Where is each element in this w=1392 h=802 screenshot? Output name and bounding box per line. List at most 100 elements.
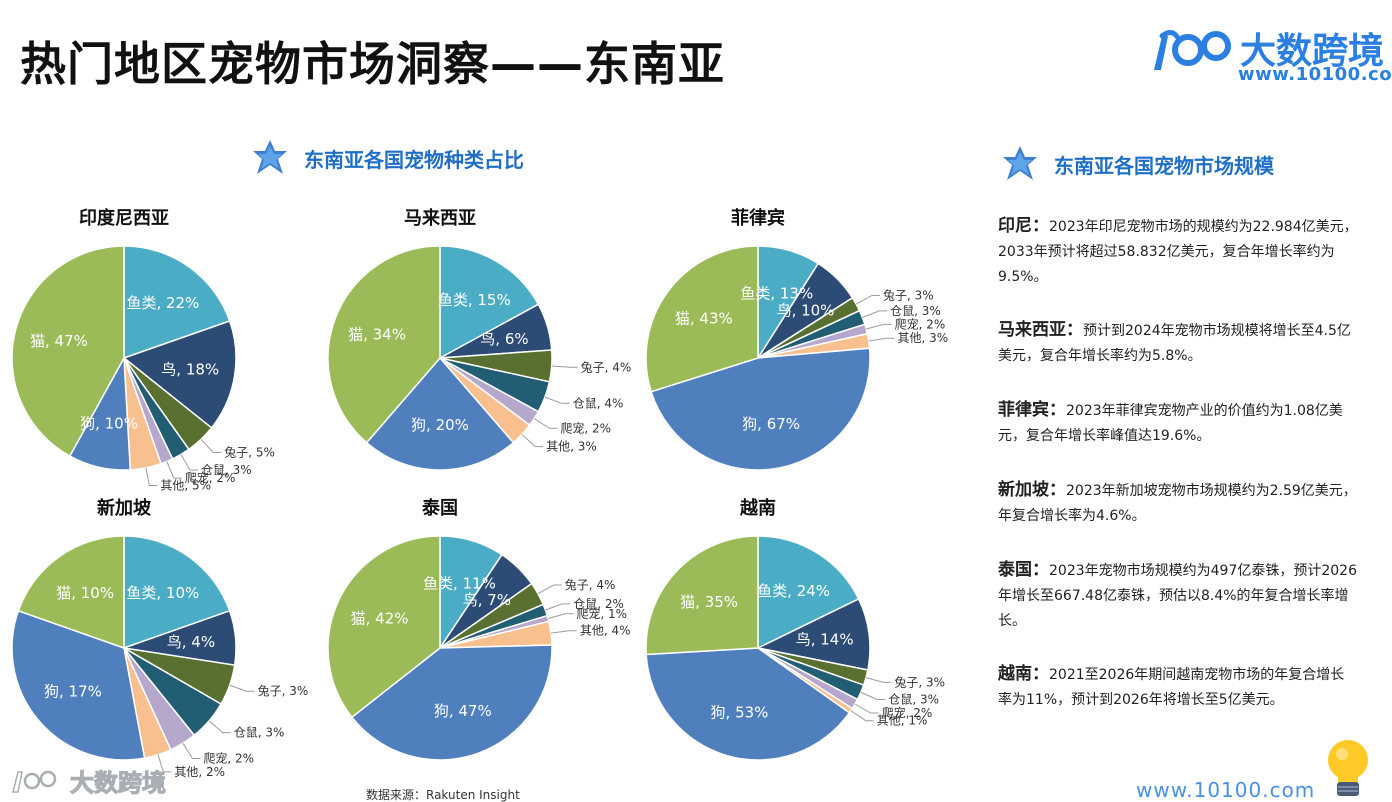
slice-label: 兔子, 3%	[883, 287, 934, 302]
slice-label: 狗, 47%	[434, 702, 492, 720]
leader-line	[200, 439, 222, 453]
pie-slice-dog	[11, 609, 146, 761]
market-country: 印尼：	[998, 216, 1049, 236]
slice-label: 仓鼠, 2%	[573, 597, 624, 611]
logo-mark-icon	[1154, 30, 1231, 70]
market-country: 越南：	[998, 664, 1049, 684]
pie-svg: 鱼类, 22% 鸟, 18% 兔子, 5% 仓鼠, 3%爬宠, 2%其他, 5% 狗, …	[11, 245, 275, 493]
leader-line	[866, 323, 892, 330]
slice-label: 爬宠, 2%	[560, 420, 611, 435]
market-text: 2021至2026年期间越南宠物市场的年复合增长率为11%，预计到2026年将增…	[998, 667, 1345, 708]
leader-line	[182, 742, 201, 760]
slice-label: 其他, 4%	[580, 624, 631, 638]
pie-svg: 鱼类, 11%鸟, 7% 兔子, 4% 仓鼠, 2%爬宠, 1% 其他, 4% 狗, 4…	[327, 535, 631, 761]
market-country: 菲律宾：	[998, 400, 1066, 420]
slice-label: 猫, 47%	[30, 332, 88, 350]
watermark-text: 大数跨境	[70, 769, 167, 798]
slice-label: 狗, 67%	[742, 415, 800, 433]
slice-label: 鱼类, 24%	[757, 582, 830, 600]
leader-line	[521, 433, 544, 448]
pie-slice-dog	[350, 644, 553, 761]
market-section-header: 东南亚各国宠物市场规模	[1000, 144, 1274, 184]
pie-title: 越南	[740, 498, 776, 519]
pie-slice-fish	[439, 245, 540, 360]
pie-title: 马来西亚	[404, 208, 476, 229]
slice-label: 狗, 17%	[44, 683, 102, 701]
brand-logo[interactable]: 大数跨境 www.10100.com	[1148, 22, 1392, 88]
slice-label: 狗, 53%	[711, 704, 769, 722]
market-item-thailand: 泰国：2023年宠物市场规模约为497亿泰铢，预计2026年增长至667.48亿…	[998, 558, 1358, 634]
pie-slice-cat	[327, 245, 441, 444]
leader-line	[862, 310, 888, 318]
slice-label: 鸟, 7%	[463, 591, 511, 609]
slice-label: 鱼类, 22%	[126, 294, 199, 312]
slice-label: 仓鼠, 3%	[201, 463, 252, 477]
slice-label: 爬宠, 1%	[576, 606, 627, 621]
slice-label: 狗, 20%	[411, 416, 469, 434]
pie-slice-fish	[757, 535, 860, 650]
leader-line	[229, 684, 255, 692]
leader-line	[180, 454, 199, 471]
slice-label: 鸟, 4%	[167, 633, 215, 651]
slice-label: 鸟, 10%	[777, 301, 835, 319]
market-text: 2023年新加坡宠物市场规模约为2.59亿美元，年复合增长率为4.6%。	[998, 483, 1357, 524]
leader-line	[551, 365, 578, 368]
watermark: 大数跨境	[10, 763, 167, 798]
market-item-singapore: 新加坡：2023年新加坡宠物市场规模约为2.59亿美元，年复合增长率为4.6%。	[998, 478, 1358, 529]
pie-chart-vietnam: 鱼类, 24% 鸟, 14% 兔子, 3% 仓鼠, 3% 爬宠, 2% 其他, 1% 狗, …	[644, 490, 960, 790]
slice-label: 兔子, 3%	[258, 683, 309, 698]
slice-label: 猫, 35%	[680, 593, 738, 611]
pie-svg: 鱼类, 13%鸟, 10% 兔子, 3% 仓鼠, 3%爬宠, 2%其他, 3% 狗, …	[645, 245, 948, 471]
pie-slice-dog	[645, 647, 851, 761]
slice-label: 仓鼠, 3%	[890, 304, 941, 318]
pie-chart-philippines: 鱼类, 13% 鸟, 10% 兔子, 3% 仓鼠, 3% 爬宠, 2% 其他, 3% 狗, …	[644, 200, 960, 500]
leader-line	[533, 418, 558, 429]
market-item-malaysia: 马来西亚：预计到2024年宠物市场规模将增长至4.5亿美元，复合年增长率约为5.…	[998, 318, 1358, 369]
slice-label: 爬宠, 2%	[203, 751, 254, 766]
leader-line	[860, 691, 886, 700]
leader-line	[854, 703, 879, 714]
page-title: 热门地区宠物市场洞察——东南亚	[20, 37, 725, 91]
pie-title: 印度尼西亚	[79, 208, 169, 229]
pie-slice-cat	[327, 535, 441, 719]
slice-label: 爬宠, 2%	[882, 705, 933, 720]
pie-slice-cat	[11, 245, 125, 458]
slice-label: 兔子, 5%	[224, 444, 275, 459]
market-section-title: 东南亚各国宠物市场规模	[1054, 153, 1274, 178]
brand-url: www.10100.com	[1238, 64, 1392, 85]
leader-line	[208, 720, 231, 734]
slice-label: 仓鼠, 4%	[573, 396, 624, 410]
pie-slice-bird	[122, 320, 237, 429]
slice-label: 鱼类, 15%	[438, 291, 511, 309]
leader-line	[550, 630, 577, 634]
market-item-philippines: 菲律宾：2023年菲律宾宠物产业的价值约为1.08亿美元，复合年增长率峰值达19…	[998, 398, 1358, 449]
market-text: 2023年宠物市场规模约为497亿泰铢，预计2026年增长至667.48亿泰铢，…	[998, 563, 1357, 629]
lightbulb-icon	[1328, 740, 1368, 796]
slice-label: 其他, 3%	[546, 440, 597, 454]
leader-line	[850, 710, 874, 722]
leader-line	[545, 603, 571, 611]
leader-line	[544, 396, 570, 404]
market-item-indonesia: 印尼：2023年印尼宠物市场的规模约为22.984亿美元，2033年预计将超过5…	[998, 214, 1358, 290]
slice-label: 兔子, 4%	[581, 359, 632, 374]
slice-label: 其他, 5%	[160, 479, 211, 493]
slice-label: 猫, 42%	[351, 610, 409, 628]
slice-label: 鱼类, 11%	[423, 575, 496, 593]
market-item-vietnam: 越南：2021至2026年期间越南宠物市场的年复合增长率为11%，预计到2026…	[998, 662, 1358, 713]
leader-line	[547, 613, 574, 620]
pie-section-header: 东南亚各国宠物种类占比	[250, 138, 524, 178]
pie-section-title: 东南亚各国宠物种类占比	[304, 147, 524, 172]
slice-label: 猫, 10%	[56, 584, 114, 602]
footer-url[interactable]: www.10100.com	[1136, 778, 1316, 802]
pie-slice-cat	[17, 535, 125, 650]
star-icon	[253, 140, 287, 174]
pie-svg: 鱼类, 15% 鸟, 6% 兔子, 4% 仓鼠, 4% 爬宠, 2% 其他, 3% 狗, 2…	[327, 245, 632, 471]
slice-label: 兔子, 3%	[894, 674, 945, 689]
pie-slice-cat	[645, 245, 759, 393]
pie-chart-thailand: 鱼类, 11% 鸟, 7% 兔子, 4% 仓鼠, 2% 爬宠, 1% 其他, 4% 狗, 4…	[326, 490, 642, 790]
slice-label: 猫, 34%	[348, 326, 406, 344]
pie-slice-cat	[645, 535, 759, 656]
slice-label: 鱼类, 13%	[740, 284, 813, 302]
pie-title: 新加坡	[97, 498, 151, 519]
pie-slice-dog	[650, 347, 871, 471]
